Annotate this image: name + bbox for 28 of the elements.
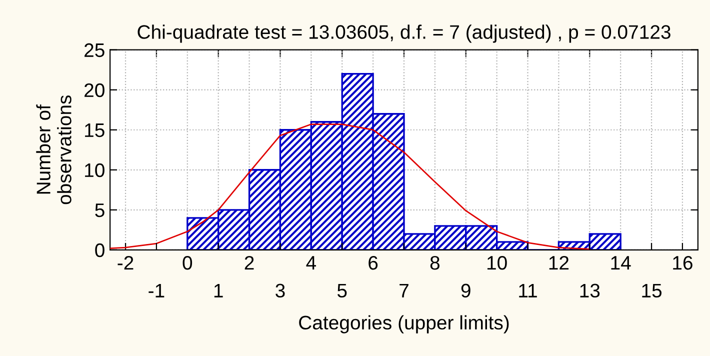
x2-tick-label: -1 xyxy=(148,284,164,298)
x2-tick-label: 5 xyxy=(337,284,347,298)
x2-tick-label: 15 xyxy=(642,284,662,298)
x2-tick-label: 13 xyxy=(580,284,600,298)
x-tick-label: 6 xyxy=(368,256,378,270)
x-axis-title: Categories (upper limits) xyxy=(299,315,509,334)
x-tick-label: -2 xyxy=(118,256,134,270)
chart-title: Chi-quadrate test = 13.03605, d.f. = 7 (adjusted) , p = 0.07123 xyxy=(138,24,670,43)
y-axis-title: Number of observations xyxy=(36,95,72,204)
y-tick-label: 10 xyxy=(85,163,104,178)
y-tick-label: 15 xyxy=(85,124,104,138)
x-tick-label: 14 xyxy=(611,256,631,270)
y-tick-label: 5 xyxy=(95,204,104,218)
x-tick-label: 0 xyxy=(182,256,192,270)
x2-tick-label: 1 xyxy=(214,284,223,298)
x-tick-label: 16 xyxy=(673,256,692,270)
x-tick-label: 12 xyxy=(549,256,569,270)
y-tick-label: 0 xyxy=(95,243,104,258)
x-tick-label: 4 xyxy=(306,256,316,270)
x2-tick-label: 9 xyxy=(461,284,470,298)
x-tick-label: 10 xyxy=(487,256,507,270)
y-tick-label: 20 xyxy=(84,83,104,98)
x-tick-label: 2 xyxy=(244,256,254,270)
x2-tick-label: 7 xyxy=(400,284,408,298)
x2-tick-label: 11 xyxy=(519,284,537,298)
y-tick-label: 25 xyxy=(84,43,104,58)
x2-tick-label: 3 xyxy=(276,284,285,298)
x-tick-label: 8 xyxy=(430,256,440,270)
